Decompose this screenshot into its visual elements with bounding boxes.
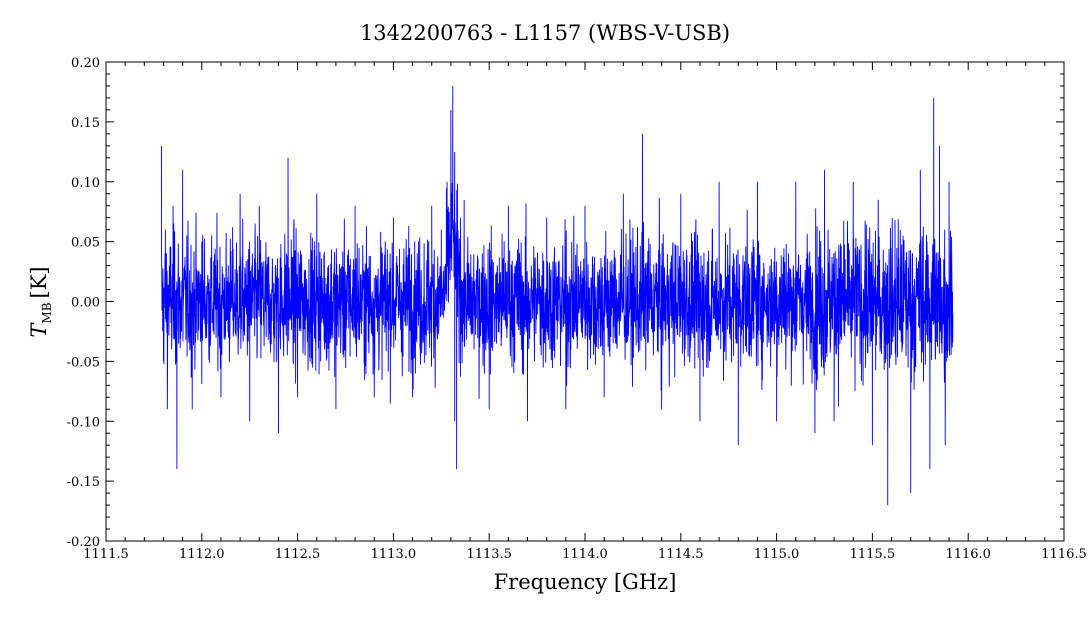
- plot-lines: [161, 85, 954, 506]
- x-tick-label: 1116.5: [1041, 547, 1087, 562]
- y-tick-label: 0.20: [71, 56, 100, 71]
- x-axis-label: Frequency [GHz]: [494, 570, 677, 594]
- y-tick-label: -0.10: [67, 415, 100, 430]
- x-tick-label: 1116.0: [945, 547, 991, 562]
- y-tick-label: -0.15: [67, 475, 100, 490]
- y-axis-label-subscript: MB: [40, 302, 54, 323]
- x-axis-ticks: 1111.5 1112.0 1112.5 1113.0 1113.5 1114.0 1114…: [83, 62, 1087, 562]
- x-tick-label: 1114.0: [562, 547, 608, 562]
- x-tick-label: 1113.5: [466, 547, 512, 562]
- y-tick-label: 0.00: [71, 296, 100, 311]
- y-tick-label: -0.05: [67, 355, 100, 370]
- x-tick-label: 1115.0: [754, 547, 800, 562]
- y-axis-ticks: -0.20 -0.15 -0.10 -0.05 0.00 0.05 0.10 0.15 0.20: [67, 56, 1064, 550]
- x-tick-label: 1112.0: [179, 547, 225, 562]
- x-tick-label: 1114.5: [658, 547, 704, 562]
- chart-title: 1342200763 - L1157 (WBS-V-USB): [360, 21, 730, 45]
- y-axis-label: TMB [K]: [27, 266, 54, 337]
- x-tick-label: 1113.0: [371, 547, 417, 562]
- y-axis-label-symbol: T: [27, 322, 51, 338]
- x-tick-label: 1111.5: [83, 547, 129, 562]
- y-tick-label: 0.05: [71, 236, 100, 251]
- y-tick-label: 0.15: [71, 116, 100, 131]
- spectrum-line: [161, 85, 954, 506]
- y-tick-label: -0.20: [67, 535, 100, 550]
- y-axis-label-unit: [K]: [27, 266, 51, 298]
- x-tick-label: 1112.5: [275, 547, 321, 562]
- x-tick-label: 1115.5: [850, 547, 896, 562]
- y-tick-label: 0.10: [71, 176, 100, 191]
